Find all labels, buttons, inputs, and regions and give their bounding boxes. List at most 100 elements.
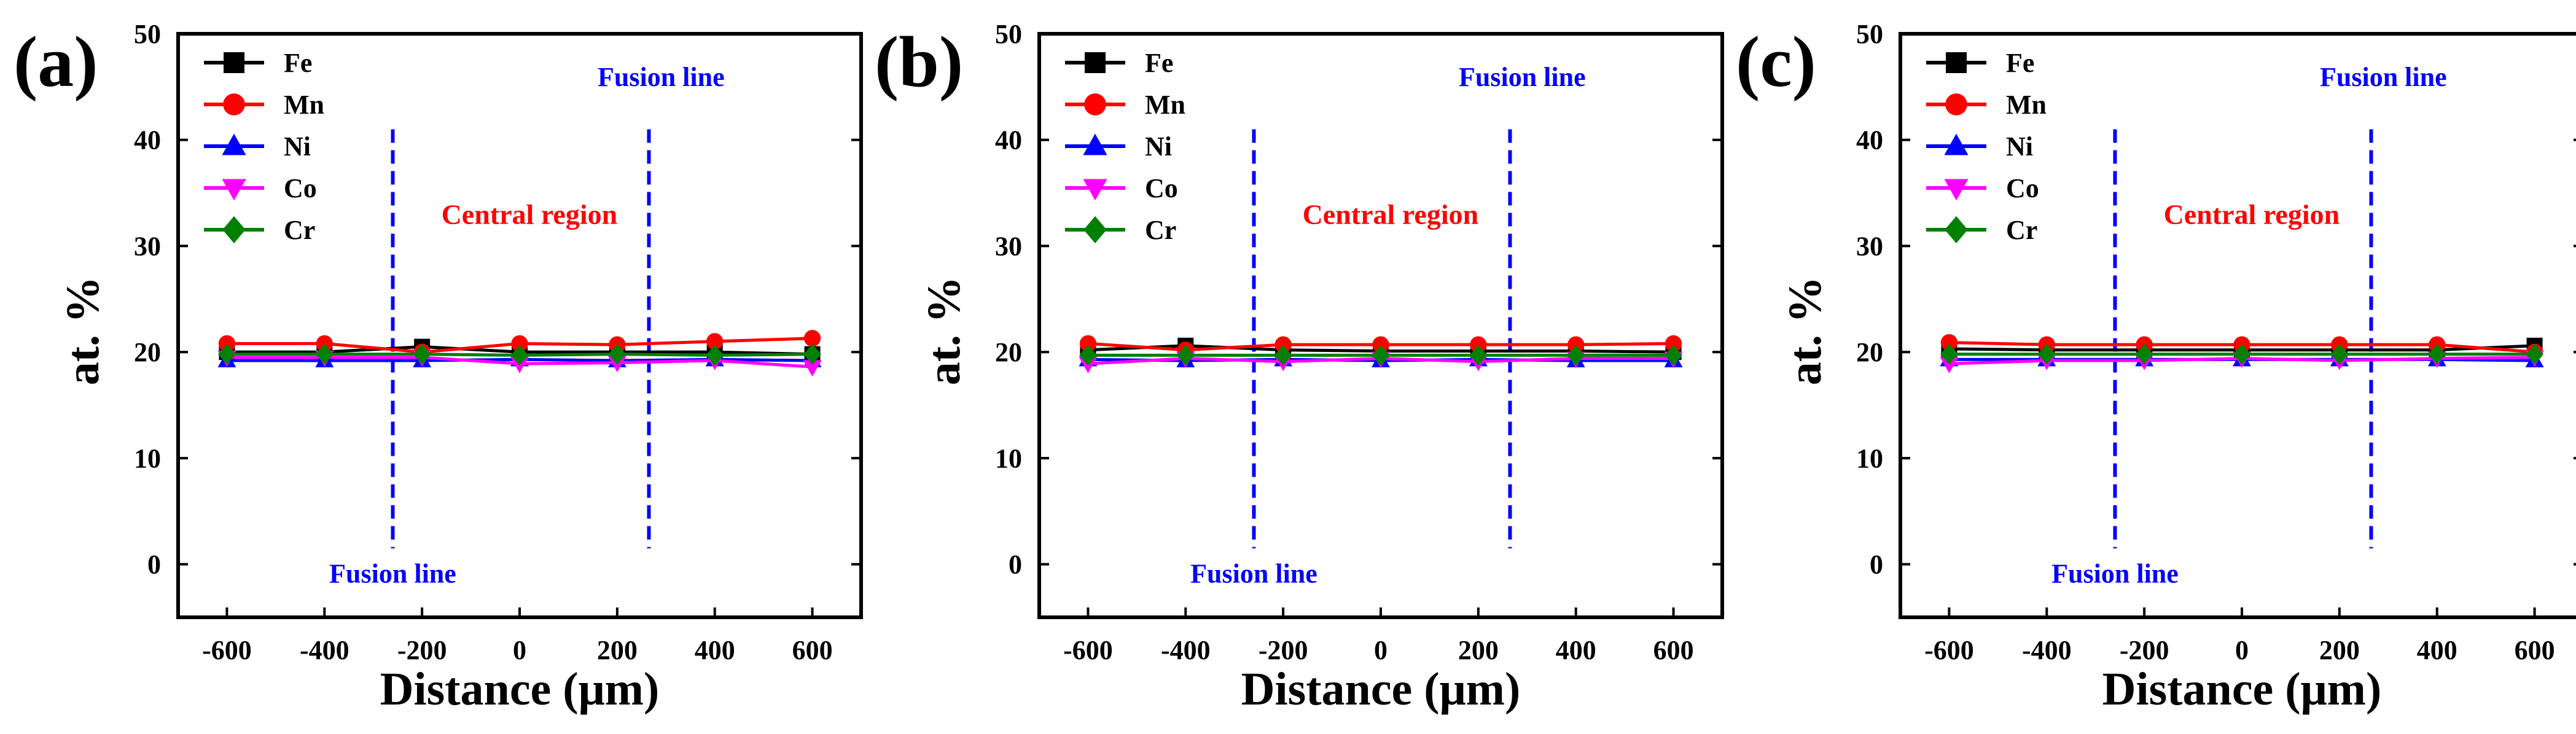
y-tick-label: 50	[1856, 19, 1883, 49]
panel-label: (b)	[875, 21, 963, 102]
data-point-cr	[413, 343, 431, 365]
x-axis-label: Distance (μm)	[2102, 663, 2382, 715]
data-point-co	[803, 360, 822, 377]
legend-label-co: Co	[2006, 173, 2039, 203]
y-tick-label: 10	[134, 443, 161, 474]
legend-marker-co	[1083, 179, 1107, 201]
legend-label-mn: Mn	[2006, 90, 2047, 120]
annotation-fusion-bottom: Fusion line	[329, 558, 456, 588]
y-tick-label: 10	[1856, 443, 1883, 474]
x-tick-label: 400	[695, 635, 735, 665]
annotation-fusion-top: Fusion line	[2320, 62, 2447, 92]
legend-marker-co	[1944, 179, 1969, 201]
plot-frame	[1899, 32, 2576, 619]
x-tick-label: 200	[1458, 635, 1499, 665]
panel-2: (b) 0 10 20 30 40 50 -600 -400 -200 0 200 400 600 Dist…	[875, 19, 1724, 715]
x-tick-label: -400	[300, 635, 349, 665]
legend-label-cr: Cr	[1145, 215, 1176, 245]
x-tick-label: 200	[2319, 635, 2360, 665]
data-point-cr	[2330, 343, 2349, 365]
legend-marker-ni	[222, 133, 246, 155]
x-tick-label: -400	[2022, 635, 2072, 665]
y-tick-label: 0	[1870, 550, 1883, 580]
data-point-mn	[1372, 336, 1389, 353]
data-point-cr	[803, 343, 821, 365]
data-point-mn	[1567, 336, 1585, 353]
data-point-cr	[510, 345, 529, 366]
data-point-cr	[2037, 343, 2056, 365]
legend-label-mn: Mn	[1145, 90, 1185, 120]
data-point-cr	[2135, 343, 2153, 365]
annotation-central-region: Central region	[1303, 199, 1479, 230]
legend-label-co: Co	[284, 173, 317, 203]
data-point-cr	[1079, 345, 1097, 366]
y-tick-label: 50	[995, 19, 1022, 49]
y-tick-label: 40	[1856, 125, 1883, 155]
annotation-fusion-bottom: Fusion line	[2051, 558, 2179, 588]
y-tick-label: 20	[1856, 337, 1883, 367]
legend-marker-mn	[1945, 93, 1967, 115]
data-point-cr	[1372, 345, 1390, 366]
x-tick-label: 400	[1556, 635, 1596, 665]
legend-label-ni: Ni	[2006, 131, 2033, 162]
data-point-cr	[218, 343, 236, 365]
y-tick-label: 30	[134, 231, 161, 261]
data-point-mn	[1079, 335, 1097, 353]
x-tick-label: 600	[2515, 635, 2555, 665]
data-point-cr	[315, 343, 334, 365]
y-axis-label: at. %	[1779, 276, 1831, 385]
x-tick-label: 600	[1653, 635, 1694, 665]
data-point-mn	[803, 330, 821, 347]
legend-label-mn: Mn	[284, 90, 324, 120]
data-point-cr	[2428, 343, 2446, 365]
x-tick-label: -600	[1924, 635, 1974, 665]
y-tick-label: 20	[134, 337, 161, 367]
legend-marker-ni	[1944, 133, 1969, 155]
legend-marker-fe	[1085, 52, 1106, 73]
legend-marker-cr	[1083, 216, 1107, 244]
data-point-cr	[1274, 345, 1292, 366]
legend-label-fe: Fe	[284, 48, 312, 78]
annotation-central-region: Central region	[2164, 199, 2340, 230]
x-tick-label: 200	[597, 635, 638, 665]
legend-label-cr: Cr	[284, 215, 315, 245]
x-tick-label: -400	[1161, 635, 1211, 665]
annotation-fusion-bottom: Fusion line	[1190, 558, 1317, 588]
data-point-cr	[1469, 345, 1488, 366]
x-tick-label: 0	[2235, 635, 2249, 665]
legend-label-co: Co	[1145, 173, 1178, 203]
data-point-cr	[2233, 343, 2251, 365]
data-point-cr	[1567, 345, 1585, 366]
y-axis-label: at. %	[918, 276, 970, 385]
x-tick-label: 600	[792, 635, 833, 665]
y-tick-label: 0	[1009, 550, 1022, 580]
annotation-fusion-top: Fusion line	[598, 62, 725, 92]
data-point-mn	[1665, 335, 1682, 353]
data-point-cr	[706, 345, 724, 366]
data-point-cr	[608, 343, 626, 365]
legend-marker-cr	[1945, 216, 1968, 244]
y-axis-label: at. %	[57, 276, 109, 385]
data-point-cr	[1940, 343, 1958, 365]
legend-label-cr: Cr	[2006, 215, 2037, 245]
x-tick-label: -200	[1259, 635, 1308, 665]
x-axis-label: Distance (μm)	[1241, 663, 1521, 715]
data-point-mn	[1940, 334, 1958, 351]
data-point-cr	[1176, 345, 1195, 366]
data-point-cr	[2526, 343, 2543, 365]
legend-label-fe: Fe	[2006, 48, 2034, 78]
y-tick-label: 10	[995, 443, 1022, 474]
data-point-cr	[1665, 345, 1682, 366]
y-tick-label: 30	[995, 231, 1022, 261]
legend-marker-mn	[223, 93, 245, 115]
x-tick-label: -200	[2120, 635, 2169, 665]
y-tick-label: 20	[995, 337, 1022, 367]
data-point-mn	[511, 335, 528, 353]
y-tick-label: 40	[134, 125, 161, 155]
legend-marker-mn	[1084, 93, 1106, 115]
data-point-mn	[1470, 336, 1487, 353]
x-tick-label: 0	[513, 635, 526, 665]
plot-frame	[1037, 32, 1724, 619]
legend-marker-ni	[1083, 133, 1107, 155]
